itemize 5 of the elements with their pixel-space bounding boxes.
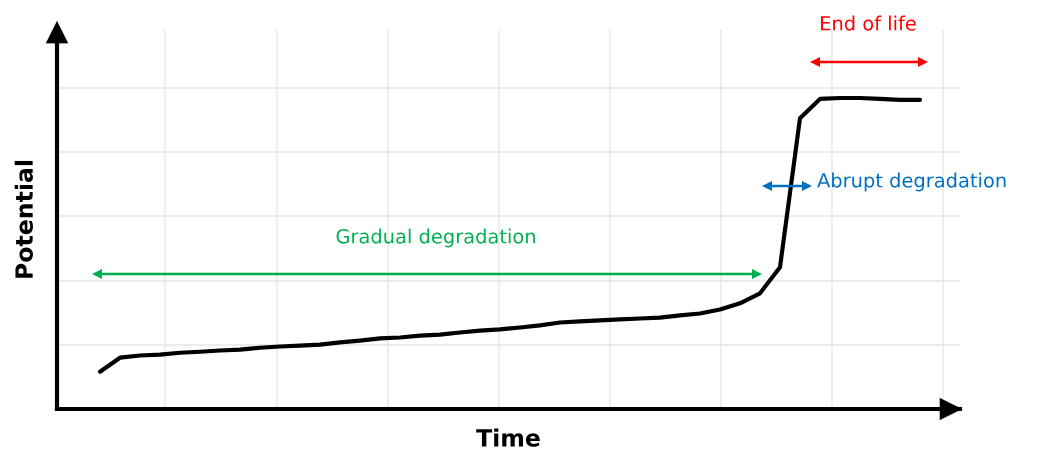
y-axis-title: Potential [14, 160, 33, 278]
annotation: Abrupt degradation [817, 172, 1006, 192]
x-axis-title: Time [476, 428, 540, 447]
annotation: Gradual degradation [336, 228, 535, 248]
text: End of life [821, 15, 916, 31]
